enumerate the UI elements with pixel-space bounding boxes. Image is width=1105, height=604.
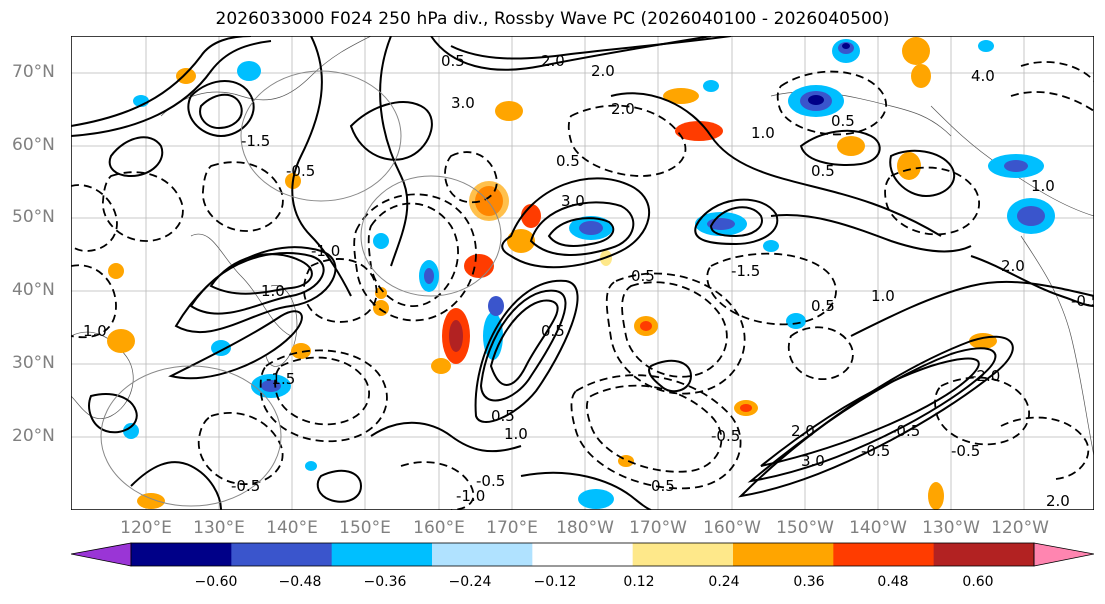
lat-label-70n: 70°N <box>12 62 55 82</box>
colorbar-swatch <box>632 543 734 566</box>
contour-label: -0.5 <box>891 422 920 440</box>
contour-label: 2.0 <box>611 100 635 118</box>
colorbar-swatch <box>933 543 1035 566</box>
lon-label: 160°W <box>703 518 761 538</box>
contour-label: 2.0 <box>791 422 815 440</box>
solid-contours <box>71 36 1094 510</box>
contour-label: 0.5 <box>651 477 675 495</box>
contour-label: 4.0 <box>971 67 995 85</box>
colorbar-tick: 0.60 <box>962 574 994 590</box>
colorbar-tick: −0.24 <box>448 574 492 590</box>
colorbar-tick: 0.24 <box>708 574 740 590</box>
lon-label: 120°W <box>991 518 1049 538</box>
contour-label: 0.5 <box>631 267 655 285</box>
colorbar-swatch <box>532 543 634 566</box>
contour-label: 1.0 <box>504 425 528 443</box>
colorbar-swatch <box>432 543 533 566</box>
plot-title: 2026033000 F024 250 hPa div., Rossby Wav… <box>215 9 890 29</box>
colorbar-tick: −0.48 <box>278 574 322 590</box>
contour-label: 0.5 <box>811 297 835 315</box>
colorbar-tick: 0.36 <box>793 574 825 590</box>
lat-label-60n: 60°N <box>12 135 55 155</box>
contour-label: 2.0 <box>1046 492 1070 510</box>
lon-label: 130°E <box>193 518 245 538</box>
lon-label: 140°W <box>849 518 907 538</box>
contour-label: -1.5 <box>266 370 295 388</box>
lon-label: 160°E <box>413 518 465 538</box>
colorbar-extend-high <box>1033 542 1094 567</box>
contour-label: 3.0 <box>801 452 825 470</box>
colorbar-swatch <box>833 543 935 566</box>
contour-label: -1.0 <box>311 242 340 260</box>
map-panel: 0.5 2.0 2.0 3.0 2.0 3.0 0.5 0.5 1.0 0.5 … <box>71 36 1094 510</box>
contour-label: 1.0 <box>871 287 895 305</box>
contour-label: -1.5 <box>731 262 760 280</box>
contour-label: -0.5 <box>286 162 315 180</box>
contour-label: -2.0 <box>971 367 1000 385</box>
reference-circles <box>100 70 502 507</box>
lat-label-50n: 50°N <box>12 207 55 227</box>
contour-label: 2.0 <box>1001 257 1025 275</box>
lon-label: 140°E <box>266 518 318 538</box>
contour-label: 3.0 <box>561 192 585 210</box>
lon-label: 120°E <box>120 518 172 538</box>
contour-labels: 0.5 2.0 2.0 3.0 2.0 3.0 0.5 0.5 1.0 0.5 … <box>83 52 1094 510</box>
colorbar-extend-low <box>71 542 132 567</box>
contour-label: 1.0 <box>751 124 775 142</box>
contour-label: 3.0 <box>451 94 475 112</box>
colorbar-swatch <box>231 543 333 566</box>
contour-label: -0.5 <box>951 442 980 460</box>
contour-label: -0.5 <box>861 442 890 460</box>
contour-label: 1.0 <box>1031 177 1055 195</box>
contour-label: 1.0 <box>83 322 107 340</box>
lon-label: 130°W <box>922 518 980 538</box>
contour-label: 0.5 <box>831 112 855 130</box>
contour-label: -0.5 <box>476 472 505 490</box>
colorbar <box>71 542 1094 567</box>
contour-label: 1.0 <box>261 282 285 300</box>
contour-label: 0.5 <box>811 162 835 180</box>
divergence-shading <box>107 37 1055 510</box>
contour-label: -0.5 <box>711 427 740 445</box>
contour-label: 2.0 <box>541 52 565 70</box>
colorbar-tick: −0.12 <box>533 574 577 590</box>
lat-label-20n: 20°N <box>12 426 55 446</box>
colorbar-swatch <box>733 543 834 566</box>
lon-label: 150°E <box>339 518 391 538</box>
colorbar-swatch <box>131 543 232 566</box>
dashed-contours <box>71 61 1094 510</box>
contour-label: 0.5 <box>556 152 580 170</box>
colorbar-tick: −0.60 <box>194 574 238 590</box>
contour-label: -1.5 <box>241 132 270 150</box>
lat-label-30n: 30°N <box>12 353 55 373</box>
lat-label-40n: 40°N <box>12 280 55 300</box>
contour-label: 0.5 <box>541 322 565 340</box>
contour-label: 0.5 <box>491 407 515 425</box>
contour-label: -1.0 <box>456 487 485 505</box>
colorbar-swatch <box>331 543 433 566</box>
contour-label: -0.5 <box>231 477 260 495</box>
contour-label: 0.5 <box>441 52 465 70</box>
lon-label: 170°W <box>629 518 687 538</box>
lon-label: 180°W <box>556 518 614 538</box>
lon-label: 170°E <box>486 518 538 538</box>
lon-label: 150°W <box>776 518 834 538</box>
colorbar-tick: 0.12 <box>623 574 655 590</box>
contour-label: 2.0 <box>591 62 615 80</box>
colorbar-tick: −0.36 <box>363 574 407 590</box>
colorbar-outline <box>130 542 1035 567</box>
contour-label: -0.5 <box>1071 292 1094 310</box>
colorbar-tick: 0.48 <box>877 574 909 590</box>
